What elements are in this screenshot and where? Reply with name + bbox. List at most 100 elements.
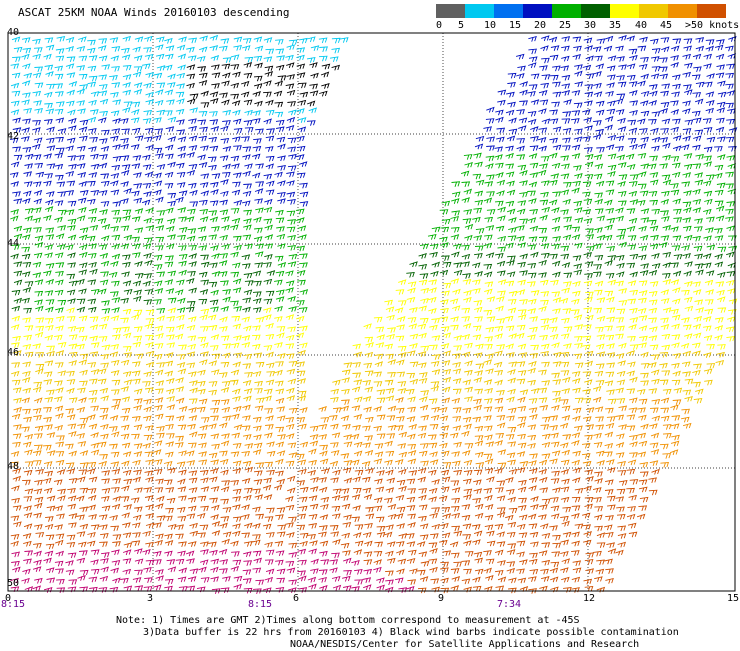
wind-barb xyxy=(243,209,253,216)
wind-barb xyxy=(211,173,221,179)
wind-barb xyxy=(220,138,230,144)
wind-barb xyxy=(178,36,187,43)
wind-barb xyxy=(211,253,220,260)
wind-barb xyxy=(153,280,163,287)
lon-label-12: 12 xyxy=(583,593,596,604)
wind-barb xyxy=(156,271,166,278)
wind-barb xyxy=(505,242,514,249)
wind-barb xyxy=(44,118,53,125)
wind-barb xyxy=(112,155,122,162)
wind-barb xyxy=(616,379,626,386)
wind-barb xyxy=(310,72,319,79)
wind-barb xyxy=(188,163,198,170)
wind-barb xyxy=(607,279,617,286)
wind-barb xyxy=(44,252,53,259)
wind-barb xyxy=(362,380,372,386)
wind-barb xyxy=(417,323,427,330)
wind-barb xyxy=(277,524,287,531)
wind-barb xyxy=(100,145,110,152)
wind-barb xyxy=(695,37,705,43)
wind-barb xyxy=(561,478,570,485)
wind-barb xyxy=(452,416,462,422)
wind-barb xyxy=(318,569,328,575)
wind-barb xyxy=(232,496,241,502)
wind-barb xyxy=(65,462,75,469)
wind-barb xyxy=(154,397,164,403)
wind-barb xyxy=(670,109,680,115)
wind-barb xyxy=(133,82,143,89)
wind-barb xyxy=(517,396,526,403)
wind-barb xyxy=(22,479,31,486)
wind-barb xyxy=(715,205,725,212)
wind-barb xyxy=(122,35,132,42)
wind-barb xyxy=(538,468,548,475)
wind-barb xyxy=(176,307,186,313)
wind-barb xyxy=(299,262,308,269)
wind-barb xyxy=(320,468,330,475)
wind-barb xyxy=(439,269,449,276)
wind-barb xyxy=(232,109,241,116)
wind-barb xyxy=(232,530,241,537)
wind-barb xyxy=(552,308,561,314)
wind-barb xyxy=(431,261,441,268)
wind-barb xyxy=(112,495,122,502)
wind-barb xyxy=(153,72,163,79)
wind-barb xyxy=(22,568,31,575)
wind-barb xyxy=(354,524,364,530)
wind-barb xyxy=(296,217,305,224)
wind-barb xyxy=(219,316,228,323)
wind-barb xyxy=(186,585,196,592)
wind-barb xyxy=(484,524,494,531)
wind-barb xyxy=(398,451,408,458)
wind-barb xyxy=(706,216,715,223)
wind-barb xyxy=(463,586,472,593)
wind-barb xyxy=(508,333,517,339)
wind-barb xyxy=(46,191,55,197)
wind-barb xyxy=(176,162,185,169)
wind-barb xyxy=(321,83,330,89)
wind-barb xyxy=(485,118,495,124)
wind-barb xyxy=(606,100,616,107)
wind-barb xyxy=(79,369,88,376)
wind-barb xyxy=(650,354,660,360)
wind-barb xyxy=(615,215,624,222)
wind-barb xyxy=(584,434,593,441)
wind-barb xyxy=(629,90,638,96)
wind-barb xyxy=(538,305,547,312)
wind-barb xyxy=(539,487,549,494)
wind-barb xyxy=(494,333,503,340)
wind-barb xyxy=(56,315,65,322)
wind-barb xyxy=(472,262,481,269)
wind-barb xyxy=(21,37,31,43)
wind-barb xyxy=(46,83,55,90)
wind-barb xyxy=(617,525,627,532)
wind-barb xyxy=(67,326,77,332)
wind-barb xyxy=(572,477,581,484)
wind-barb xyxy=(461,351,471,358)
wind-barb xyxy=(354,540,364,547)
wind-barb xyxy=(24,163,33,169)
wind-barb xyxy=(640,208,650,215)
wind-barb xyxy=(450,278,460,285)
wind-barb xyxy=(274,101,284,108)
wind-barb xyxy=(232,118,242,125)
wind-barb xyxy=(109,74,118,81)
wind-barb xyxy=(464,369,473,376)
wind-barb xyxy=(222,531,232,538)
wind-barb xyxy=(263,56,273,63)
wind-barb xyxy=(244,466,254,473)
wind-barb xyxy=(615,145,624,152)
wind-barb xyxy=(111,560,121,566)
wind-barb xyxy=(626,350,636,357)
wind-barb xyxy=(661,370,671,376)
wind-barb xyxy=(618,200,627,207)
wind-barb xyxy=(164,540,174,546)
wind-barb xyxy=(174,333,184,340)
wind-barb xyxy=(44,396,54,403)
wind-barb xyxy=(483,126,492,132)
wind-barb xyxy=(594,198,604,205)
wind-barb xyxy=(187,55,197,62)
wind-barb xyxy=(155,236,165,243)
wind-barb xyxy=(662,225,671,231)
wind-barb xyxy=(714,200,724,207)
